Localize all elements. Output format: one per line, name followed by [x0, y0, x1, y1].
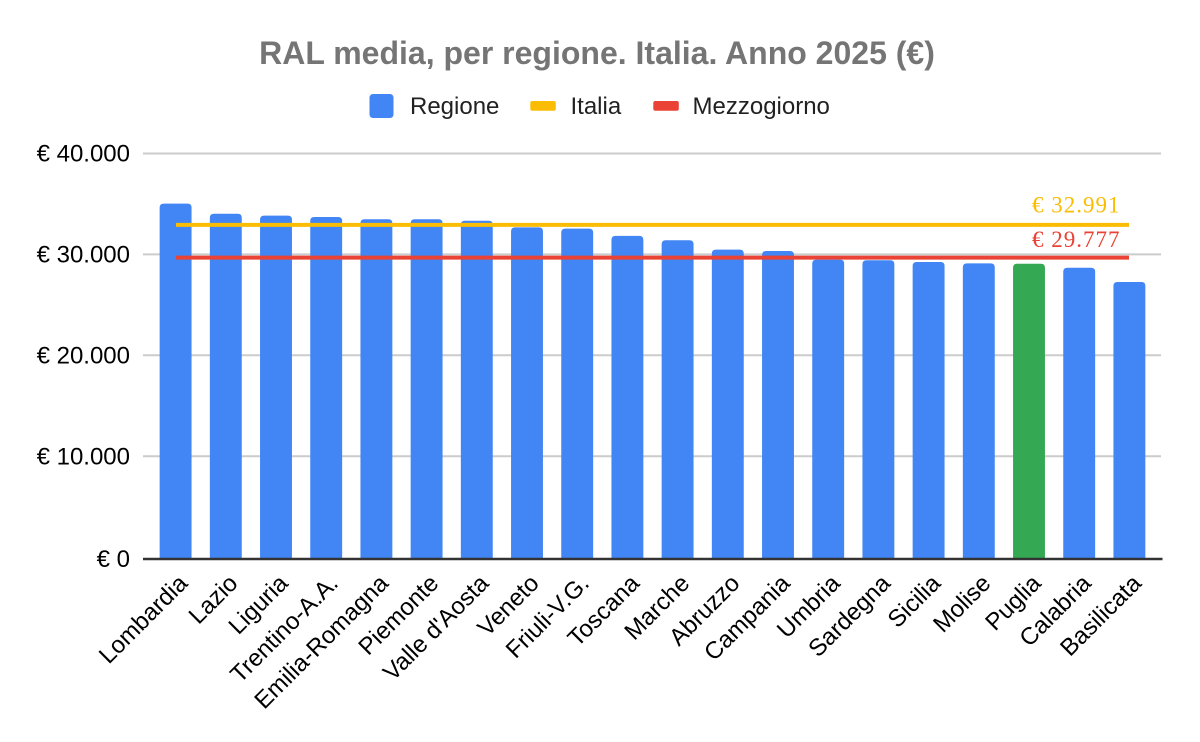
- svg-text:Italia: Italia: [571, 93, 622, 120]
- svg-text:€ 30.000: € 30.000: [37, 242, 130, 269]
- svg-text:€ 32.991: € 32.991: [1032, 192, 1121, 217]
- svg-text:Mezzogiorno: Mezzogiorno: [693, 93, 830, 120]
- svg-text:€ 20.000: € 20.000: [37, 343, 130, 370]
- svg-text:€ 40.000: € 40.000: [37, 141, 130, 168]
- svg-text:Regione: Regione: [410, 93, 499, 120]
- svg-text:€ 0: € 0: [97, 546, 130, 573]
- svg-text:€ 10.000: € 10.000: [37, 443, 130, 470]
- svg-text:RAL media, per regione. Italia: RAL media, per regione. Italia. Anno 202…: [259, 35, 935, 71]
- svg-text:€ 29.777: € 29.777: [1032, 227, 1121, 252]
